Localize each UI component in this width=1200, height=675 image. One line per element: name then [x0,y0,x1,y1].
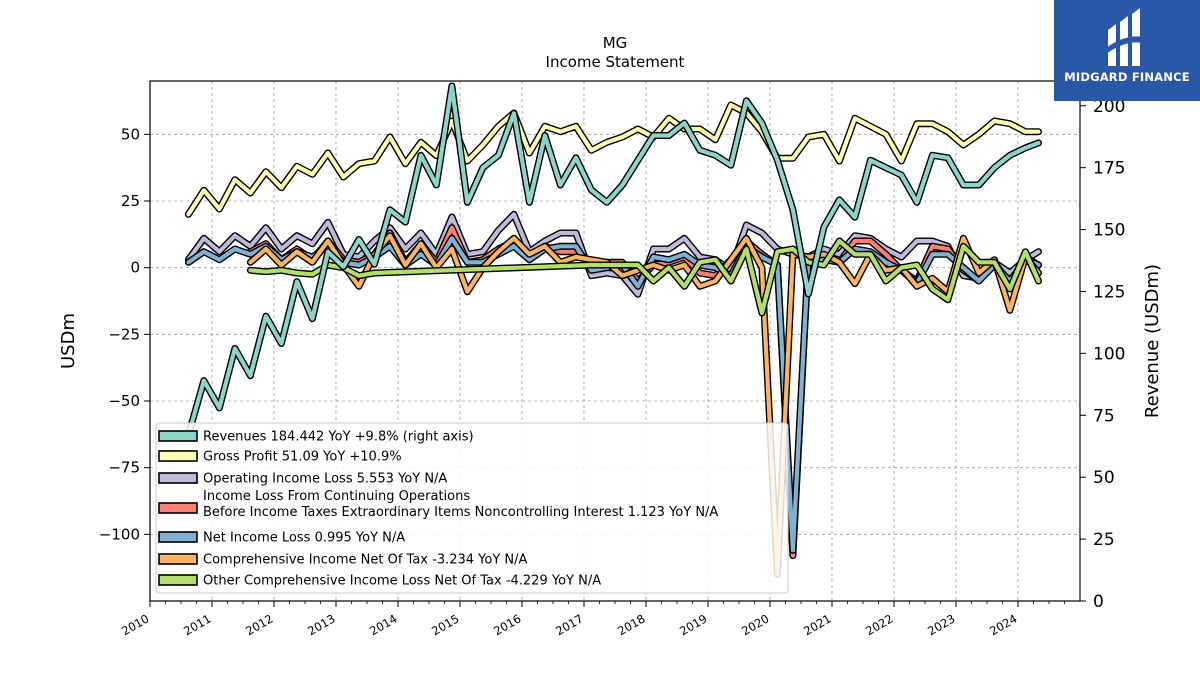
x-tick-label: 2019 [677,611,709,638]
series-line [248,238,1041,316]
brand-name: MIDGARD FINANCE [1064,70,1190,84]
left-tick-label: −75 [108,459,140,477]
brand-mark-icon [1106,8,1148,66]
left-axis: 50 25 0 −25 −50 −75 −100 [99,125,150,543]
legend-swatch [158,553,198,565]
series-2 [184,210,1042,298]
right-tick-label: 50 [1093,468,1115,488]
legend-swatch [158,531,198,543]
left-tick-label: −100 [99,525,140,543]
series-1 [184,101,1042,218]
right-tick-label: 100 [1093,344,1125,364]
legend-label: Net Income Loss 0.995 YoY N/A [203,531,405,546]
left-tick-label: 0 [130,259,140,277]
legend-box [155,422,789,594]
series-line [186,83,1041,438]
legend-label: Other Comprehensive Income Loss Net Of T… [203,574,601,589]
series-layer [184,82,1042,578]
right-tick-label: 175 [1093,159,1125,179]
x-tick-label: 2021 [801,611,833,638]
brand-logo: MIDGARD FINANCE [1054,0,1200,101]
chart-subtitle: Income Statement [546,53,685,71]
right-axis: 200 175 150 125 100 75 50 25 0 [1080,97,1125,612]
legend-label: Operating Income Loss 5.553 YoY N/A [203,472,447,487]
x-tick-label: 2015 [429,611,461,638]
left-tick-label: −25 [108,325,140,343]
legend-label: Gross Profit 51.09 YoY +10.9% [203,450,402,465]
x-tick-label: 2014 [367,611,399,638]
right-tick-label: 25 [1093,530,1115,550]
x-tick-label: 2010 [119,611,151,638]
series-0 [184,82,1042,439]
x-tick-label: 2013 [305,611,337,638]
right-tick-label: 125 [1093,282,1125,302]
x-tick-label: 2024 [987,611,1019,638]
left-tick-label: 50 [121,125,140,143]
chart-title: MG [603,34,628,52]
right-tick-label: 75 [1093,406,1115,426]
x-axis: 2010 2011 2012 2013 2014 2015 2016 2017 2018 2019… [119,601,1065,638]
x-tick-label: 2020 [739,611,771,638]
legend: Revenues 184.442 YoY +9.8% (right axis) G… [155,422,789,594]
y-axis-label-left: USDm [58,313,79,369]
legend-swatch [158,502,198,514]
x-tick-label: 2018 [615,611,647,638]
series-6 [246,237,1042,317]
x-tick-label: 2011 [181,611,213,638]
x-tick-label: 2023 [925,611,957,638]
legend-swatch [158,450,198,462]
right-tick-label: 0 [1093,592,1104,612]
legend-label: Comprehensive Income Net Of Tax -3.234 Y… [203,553,528,568]
right-tick-label: 150 [1093,221,1125,241]
legend-swatch [158,472,198,484]
x-tick-label: 2017 [553,611,585,638]
legend-swatch [158,574,198,586]
legend-label: Revenues 184.442 YoY +9.8% (right axis) [203,430,474,445]
series-line [186,102,1041,217]
legend-label: Income Loss From Continuing Operations Be… [203,489,718,520]
series-line [186,212,1041,297]
y-axis-label-right: Revenue (USDm) [1142,264,1163,418]
right-tick-label: 200 [1093,97,1125,117]
left-tick-label: −50 [108,392,140,410]
legend-swatch [158,430,198,442]
left-tick-label: 25 [121,192,140,210]
x-tick-label: 2016 [491,611,523,638]
x-tick-label: 2012 [243,611,275,638]
x-tick-label: 2022 [863,611,895,638]
